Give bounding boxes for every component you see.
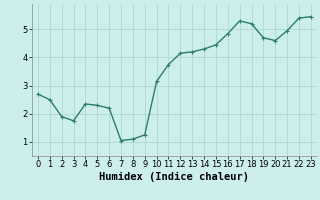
X-axis label: Humidex (Indice chaleur): Humidex (Indice chaleur) [100,172,249,182]
